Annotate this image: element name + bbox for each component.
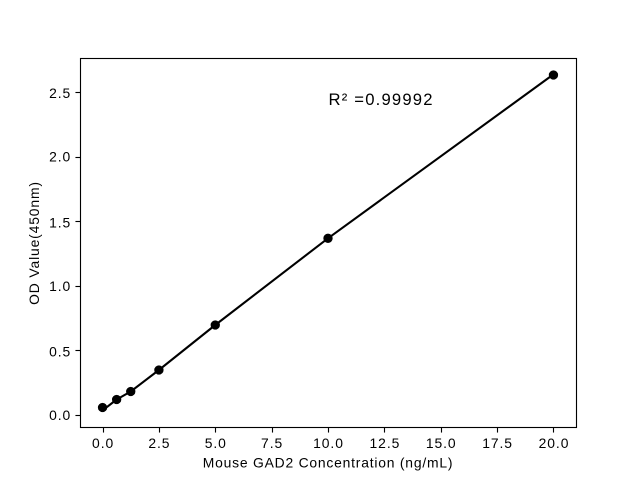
- svg-text:0.0: 0.0: [49, 407, 71, 423]
- svg-text:20.0: 20.0: [539, 435, 570, 451]
- svg-text:2.5: 2.5: [49, 85, 71, 101]
- svg-text:17.5: 17.5: [482, 435, 513, 451]
- svg-text:1.0: 1.0: [49, 278, 71, 294]
- svg-text:0.5: 0.5: [49, 343, 71, 359]
- svg-text:1.5: 1.5: [49, 214, 71, 230]
- svg-text:5.0: 5.0: [205, 435, 227, 451]
- svg-text:R² =0.99992: R² =0.99992: [329, 90, 434, 109]
- svg-text:7.5: 7.5: [261, 435, 283, 451]
- svg-text:OD Value(450nm): OD Value(450nm): [26, 181, 42, 305]
- svg-text:10.0: 10.0: [313, 435, 344, 451]
- svg-text:15.0: 15.0: [426, 435, 457, 451]
- svg-text:2.0: 2.0: [49, 149, 71, 165]
- svg-text:Mouse GAD2 Concentration (ng/m: Mouse GAD2 Concentration (ng/mL): [203, 454, 453, 470]
- svg-text:0.0: 0.0: [92, 435, 114, 451]
- svg-text:2.5: 2.5: [148, 435, 170, 451]
- svg-text:12.5: 12.5: [370, 435, 401, 451]
